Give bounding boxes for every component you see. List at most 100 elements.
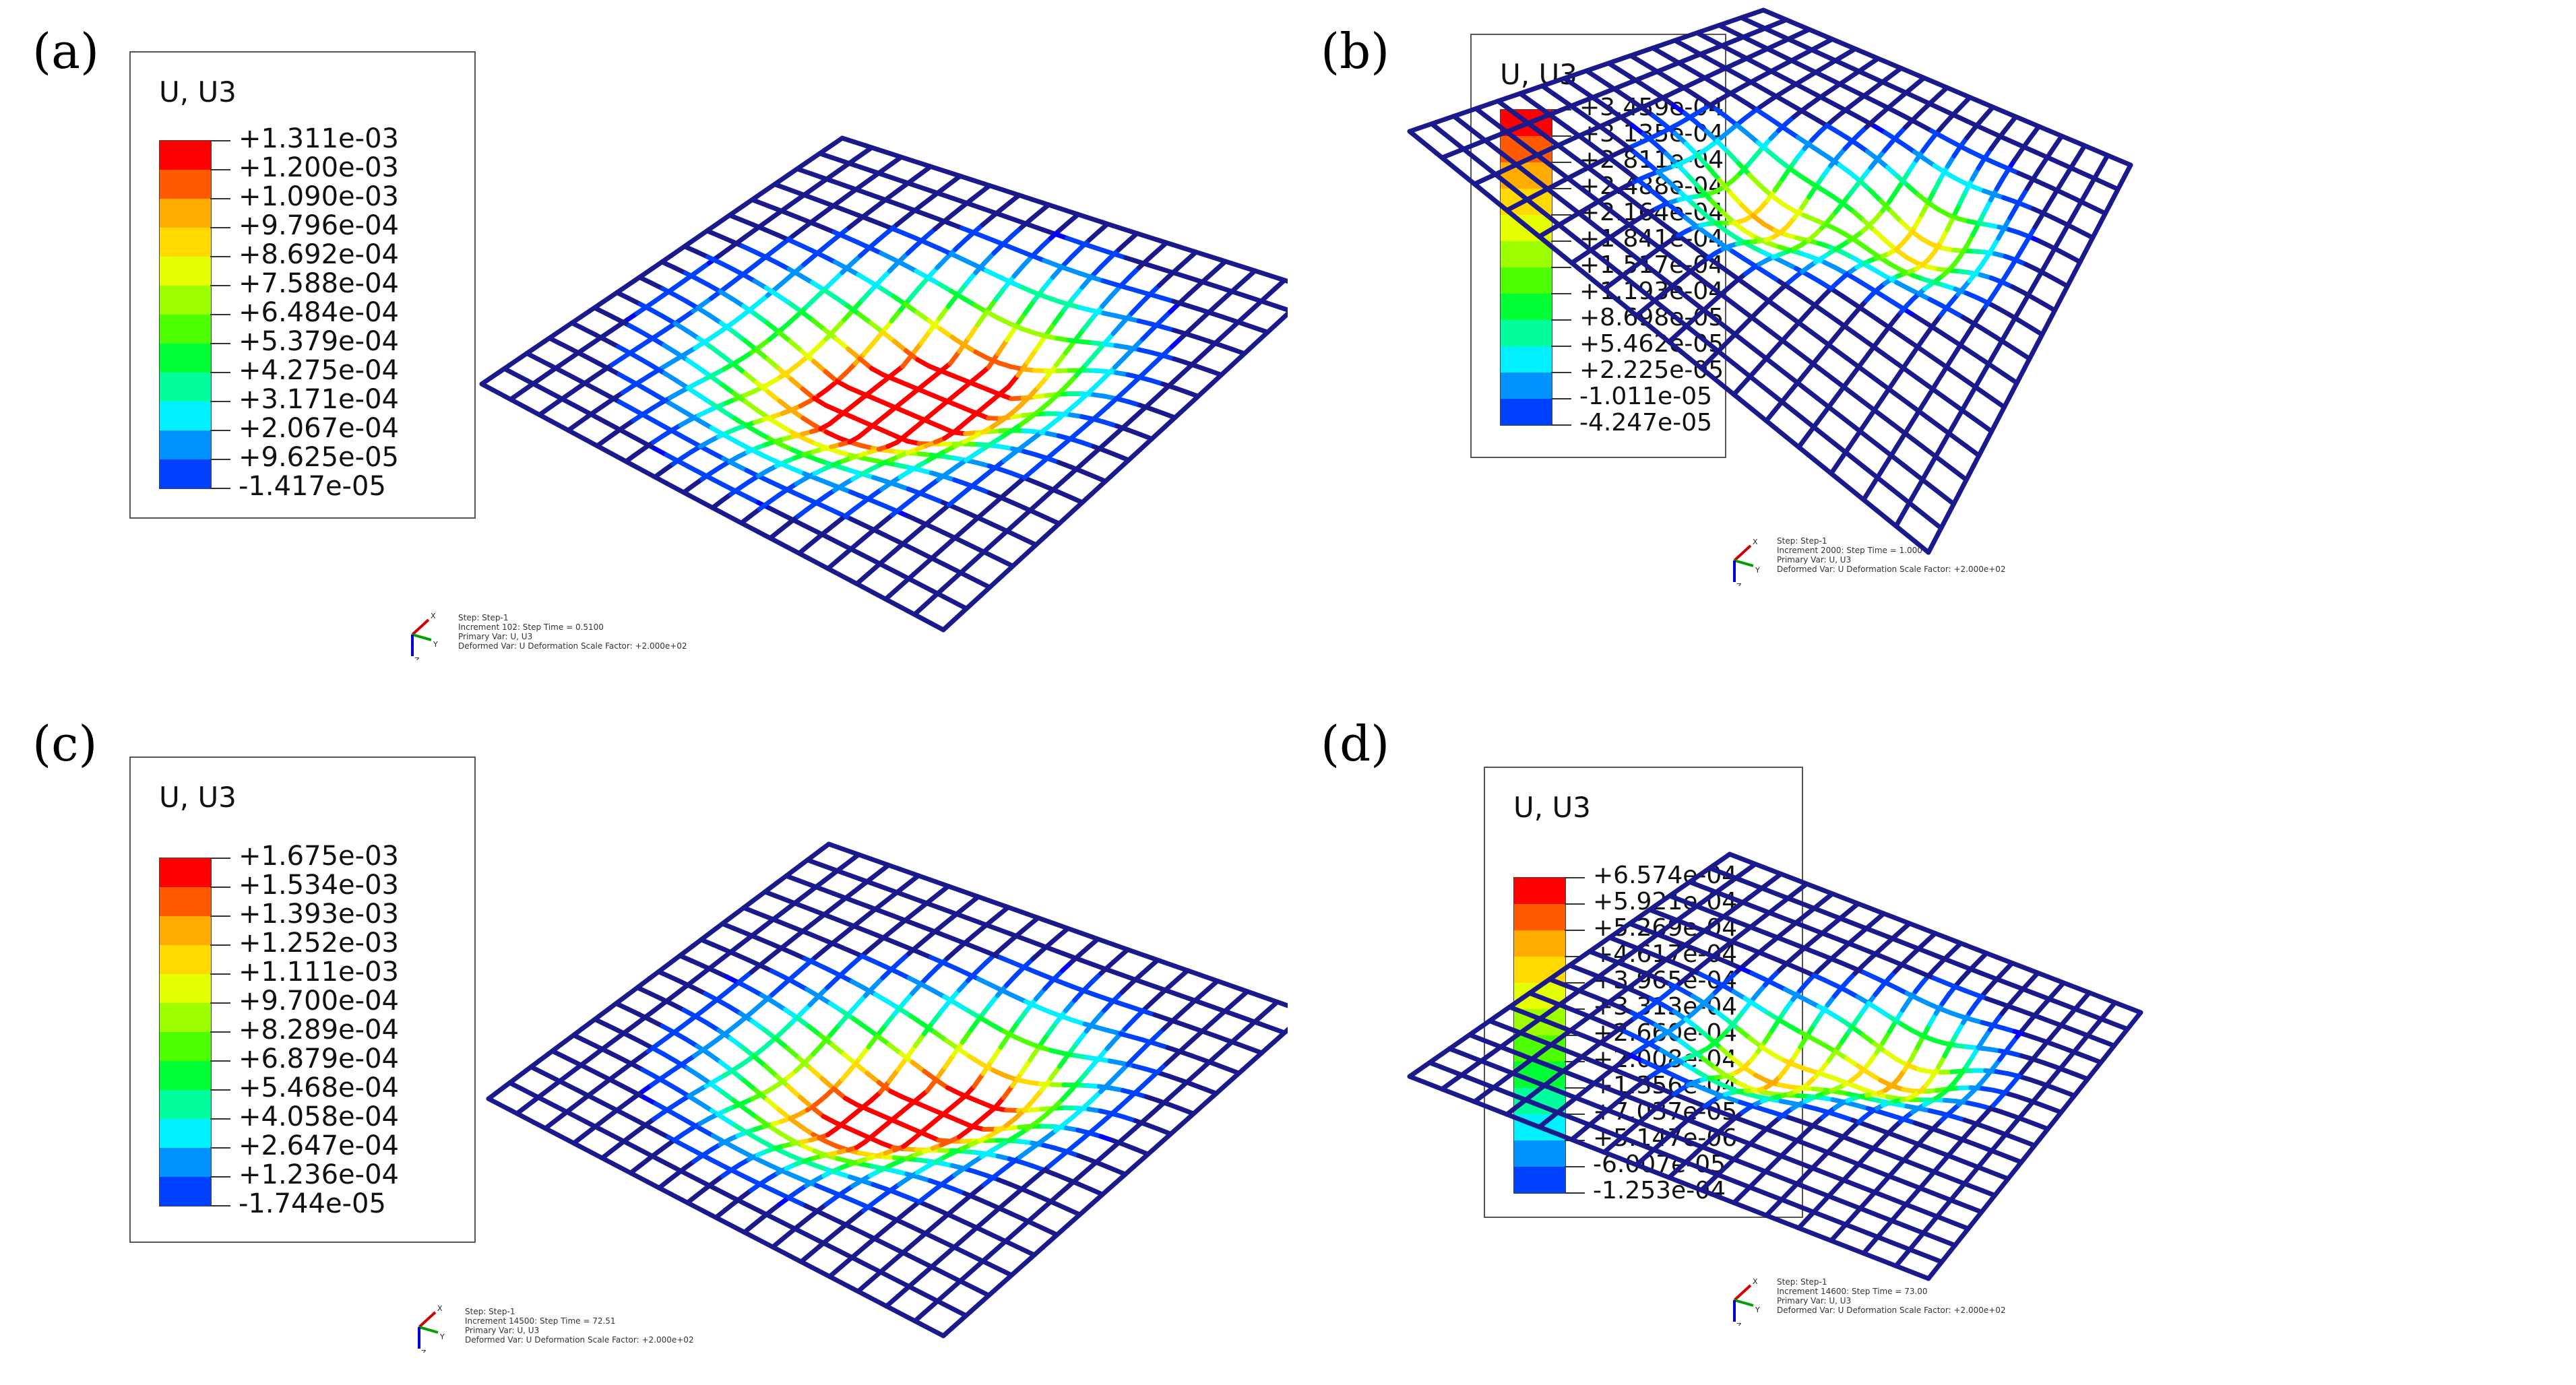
legend-tick xyxy=(1551,293,1571,294)
legend-value: +1.200e-03 xyxy=(239,152,399,183)
mesh-segment xyxy=(1697,186,1714,203)
mesh-segment xyxy=(1703,128,1720,143)
legend-value: +4.058e-04 xyxy=(239,1101,399,1132)
mesh-segment xyxy=(743,399,760,413)
mesh-segment xyxy=(975,309,989,327)
mesh-segment xyxy=(743,371,759,385)
contour-band xyxy=(160,1032,211,1061)
mesh-segment xyxy=(1495,98,1513,112)
mesh-segment xyxy=(845,303,862,317)
mesh-segment xyxy=(942,1052,956,1070)
mesh-segment xyxy=(1662,121,1678,136)
mesh-segment xyxy=(1588,141,1606,156)
mesh-segment xyxy=(1684,323,1702,339)
mesh-segment xyxy=(1039,1076,1053,1093)
legend-tick xyxy=(210,372,230,373)
mesh-segment xyxy=(1623,168,1641,183)
mesh-segment xyxy=(1557,222,1575,238)
mesh-segment xyxy=(741,1077,758,1093)
contour-band xyxy=(160,974,211,1003)
mesh-segment xyxy=(1957,189,1969,207)
mesh-segment xyxy=(955,1046,972,1059)
mesh-segment xyxy=(840,1008,856,1022)
mesh-segment xyxy=(1705,371,1724,387)
mesh-segment xyxy=(880,329,897,344)
legend-tick xyxy=(1551,424,1571,426)
mesh-segment xyxy=(1892,391,1910,405)
mesh-segment xyxy=(1913,539,1931,555)
mesh-segment xyxy=(1693,119,1709,133)
mesh-segment xyxy=(1772,302,1789,317)
mesh-segment xyxy=(1507,107,1525,121)
mesh-segment xyxy=(799,349,817,364)
mesh-segment xyxy=(933,1065,947,1083)
legend-value: +1.236e-04 xyxy=(239,1159,399,1190)
mesh-segment xyxy=(1763,356,1782,371)
mesh-segment xyxy=(1751,346,1769,361)
mesh-segment xyxy=(1928,418,1945,432)
mesh-segment xyxy=(1589,276,1607,292)
mesh-segment xyxy=(765,389,782,404)
mesh-segment xyxy=(853,1061,870,1076)
mesh-segment xyxy=(1589,220,1606,235)
mesh-segment xyxy=(819,1076,836,1091)
mesh-segment xyxy=(708,1081,724,1095)
mesh-segment xyxy=(753,311,769,325)
mesh-segment xyxy=(1678,190,1695,206)
contour-band xyxy=(1501,373,1552,399)
mesh-segment xyxy=(1926,482,1944,497)
mesh-segment xyxy=(1446,160,1464,176)
mesh-segment xyxy=(1565,125,1582,139)
mesh-segment xyxy=(1651,269,1669,284)
mesh-segment xyxy=(1657,245,1675,260)
mesh-segment xyxy=(811,318,827,332)
mesh-segment xyxy=(1647,187,1664,201)
mesh-segment xyxy=(945,292,960,309)
mesh-segment xyxy=(1683,141,1700,158)
mesh-segment xyxy=(1977,420,1994,434)
mesh-segment xyxy=(1712,1065,1729,1078)
axis-label: Y xyxy=(433,640,438,649)
mesh-segment xyxy=(1451,114,1469,129)
mesh-segment xyxy=(1007,1019,1021,1037)
mesh-segment xyxy=(947,349,962,366)
mesh-segment xyxy=(1024,347,1039,365)
legend-tick xyxy=(1551,267,1571,268)
mesh-segment xyxy=(909,341,924,358)
mesh-segment xyxy=(706,1051,723,1065)
axis-label: X xyxy=(437,1304,443,1313)
mesh-segment xyxy=(1628,197,1645,211)
panel-b: (b) U, U3 +3.459e-04 +3.135e-04 +2.811e-04… xyxy=(1288,0,2576,692)
mesh-segment xyxy=(764,320,782,335)
contour-legend: U, U3 +1.675e-03 +1.534e-03 +1.393e-03 +1.2… xyxy=(129,756,476,1243)
mesh-segment xyxy=(834,336,851,352)
mesh-segment xyxy=(1473,106,1491,121)
mesh-segment xyxy=(938,326,955,340)
mesh-segment xyxy=(1861,497,1879,513)
mesh-segment xyxy=(995,337,1009,356)
legend-value: +9.700e-04 xyxy=(239,986,399,1017)
mesh-segment xyxy=(1048,1064,1063,1081)
mesh-segment xyxy=(718,1060,734,1074)
legend-tick xyxy=(210,858,230,859)
mesh-segment xyxy=(764,1097,781,1112)
legend-tick xyxy=(1551,372,1571,373)
mesh-segment xyxy=(786,1084,803,1100)
legend-title: U, U3 xyxy=(159,781,237,814)
mesh-segment xyxy=(728,1035,745,1050)
contour-band xyxy=(160,1061,211,1090)
mesh-segment xyxy=(1652,215,1669,229)
mesh-segment xyxy=(1019,1058,1033,1076)
legend-value: +9.796e-04 xyxy=(239,210,399,241)
mesh-segment xyxy=(1633,227,1650,241)
legend-tick xyxy=(210,459,230,460)
mesh-segment xyxy=(1878,412,1895,427)
contour-band xyxy=(160,945,211,974)
legend-value: +1.311e-03 xyxy=(239,123,399,154)
mesh-segment xyxy=(1541,108,1559,121)
mesh-segment xyxy=(1734,364,1753,379)
mesh-segment xyxy=(876,1080,893,1094)
legend-value: +1.534e-03 xyxy=(239,870,399,901)
step-info-line: Step: Step-1 xyxy=(1777,536,1827,546)
mesh-segment xyxy=(880,318,894,335)
